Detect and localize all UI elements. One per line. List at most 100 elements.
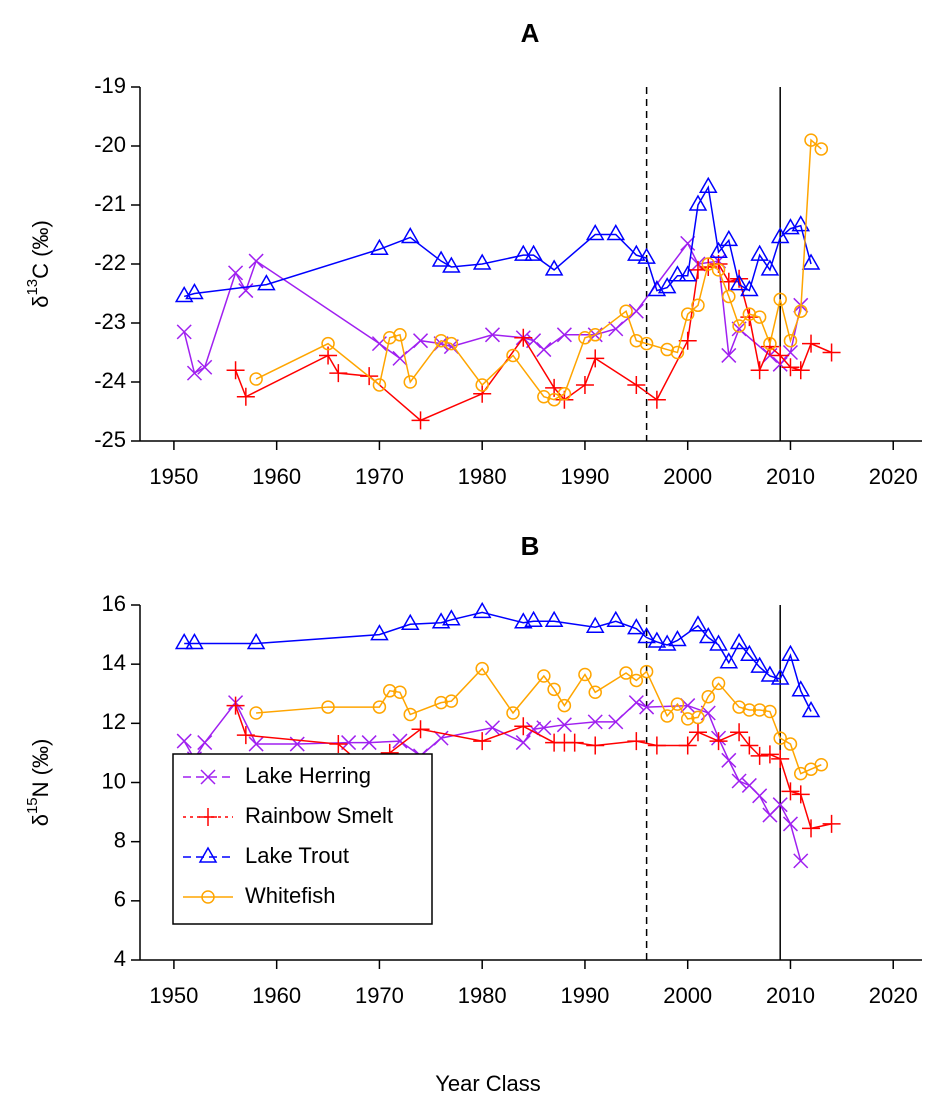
series-line: [184, 611, 812, 712]
data-point: [660, 709, 674, 723]
data-point: [393, 685, 407, 700]
data-point: [588, 685, 602, 700]
data-point: [740, 280, 759, 297]
data-point: [822, 343, 841, 362]
data-point: [709, 241, 728, 258]
data-point: [750, 746, 769, 765]
data-point: [729, 632, 749, 650]
data-point: [565, 733, 584, 752]
data-point: [186, 365, 202, 381]
data-point: [781, 358, 800, 377]
x-tick-label: 2020: [869, 983, 918, 1008]
data-point: [606, 223, 626, 241]
data-point: [372, 700, 387, 714]
data-point: [763, 336, 777, 351]
y-tick-label: 8: [114, 827, 126, 852]
series-line: [183, 185, 812, 298]
y-tick-label: 4: [114, 946, 126, 971]
data-point: [740, 736, 759, 755]
x-tick-label: 1980: [458, 983, 507, 1008]
x-tick-label: 2000: [663, 464, 712, 489]
data-point: [370, 238, 389, 255]
data-point: [537, 390, 551, 404]
data-point: [628, 303, 644, 319]
series-line: [256, 667, 822, 775]
data-point: [588, 328, 602, 342]
data-point: [660, 342, 674, 357]
data-point: [246, 632, 266, 650]
data-point: [627, 732, 646, 751]
data-point: [586, 349, 605, 368]
data-point: [329, 364, 348, 383]
data-point: [514, 244, 533, 261]
data-point: [176, 324, 192, 340]
data-point: [393, 328, 407, 342]
panel-title: B: [521, 531, 540, 561]
data-point: [637, 247, 656, 264]
legend-marker: [198, 846, 218, 863]
data-point: [526, 333, 542, 349]
data-point: [444, 336, 459, 351]
data-point: [236, 726, 255, 745]
data-point: [506, 706, 520, 720]
data-point: [473, 384, 492, 403]
data-point: [557, 387, 572, 401]
data-point: [400, 613, 420, 630]
data-point: [791, 680, 811, 697]
data-point: [701, 689, 716, 704]
data-point: [228, 265, 244, 281]
data-point: [249, 706, 263, 720]
data-point: [688, 194, 708, 211]
data-point: [361, 735, 377, 751]
data-point: [668, 629, 687, 647]
data-point: [709, 634, 728, 651]
data-point: [226, 361, 245, 380]
data-point: [730, 723, 749, 742]
data-point: [514, 717, 533, 736]
data-point: [608, 321, 624, 337]
data-point: [249, 372, 263, 386]
y-tick-label: -19: [94, 73, 126, 98]
data-point: [400, 226, 420, 244]
data-point: [586, 736, 605, 755]
data-point: [585, 616, 605, 633]
data-point: [575, 375, 594, 394]
x-tick-label: 2010: [766, 464, 815, 489]
legend-marker: [201, 890, 215, 904]
data-point: [782, 344, 798, 361]
data-point: [719, 652, 739, 669]
data-point: [688, 260, 707, 279]
data-point: [742, 307, 757, 321]
data-point: [801, 253, 821, 270]
data-point: [524, 244, 543, 261]
data-point: [536, 720, 552, 736]
data-point: [619, 304, 633, 318]
data-point: [793, 304, 808, 318]
data-point: [647, 390, 666, 409]
data-point: [760, 745, 779, 764]
data-point: [382, 684, 397, 698]
y-label-symbol: δ: [28, 814, 53, 826]
data-point: [801, 700, 821, 718]
data-point: [544, 610, 564, 628]
x-tick-label: 2000: [663, 983, 712, 1008]
data-point: [514, 612, 533, 629]
data-point: [627, 618, 646, 635]
data-point: [740, 308, 759, 327]
data-point: [629, 673, 644, 688]
x-tick-label: 1980: [458, 464, 507, 489]
legend-label: Whitefish: [245, 883, 335, 908]
data-point: [236, 387, 255, 406]
data-point: [770, 226, 790, 244]
y-tick-label: -23: [94, 309, 126, 334]
data-point: [647, 631, 667, 648]
data-point: [711, 676, 726, 691]
data-point: [647, 736, 666, 755]
data-point: [742, 703, 757, 717]
data-point: [536, 342, 552, 358]
data-point: [760, 259, 780, 276]
data-point: [606, 610, 626, 628]
data-point: [197, 735, 213, 751]
data-point: [628, 695, 644, 711]
data-point: [639, 336, 654, 351]
